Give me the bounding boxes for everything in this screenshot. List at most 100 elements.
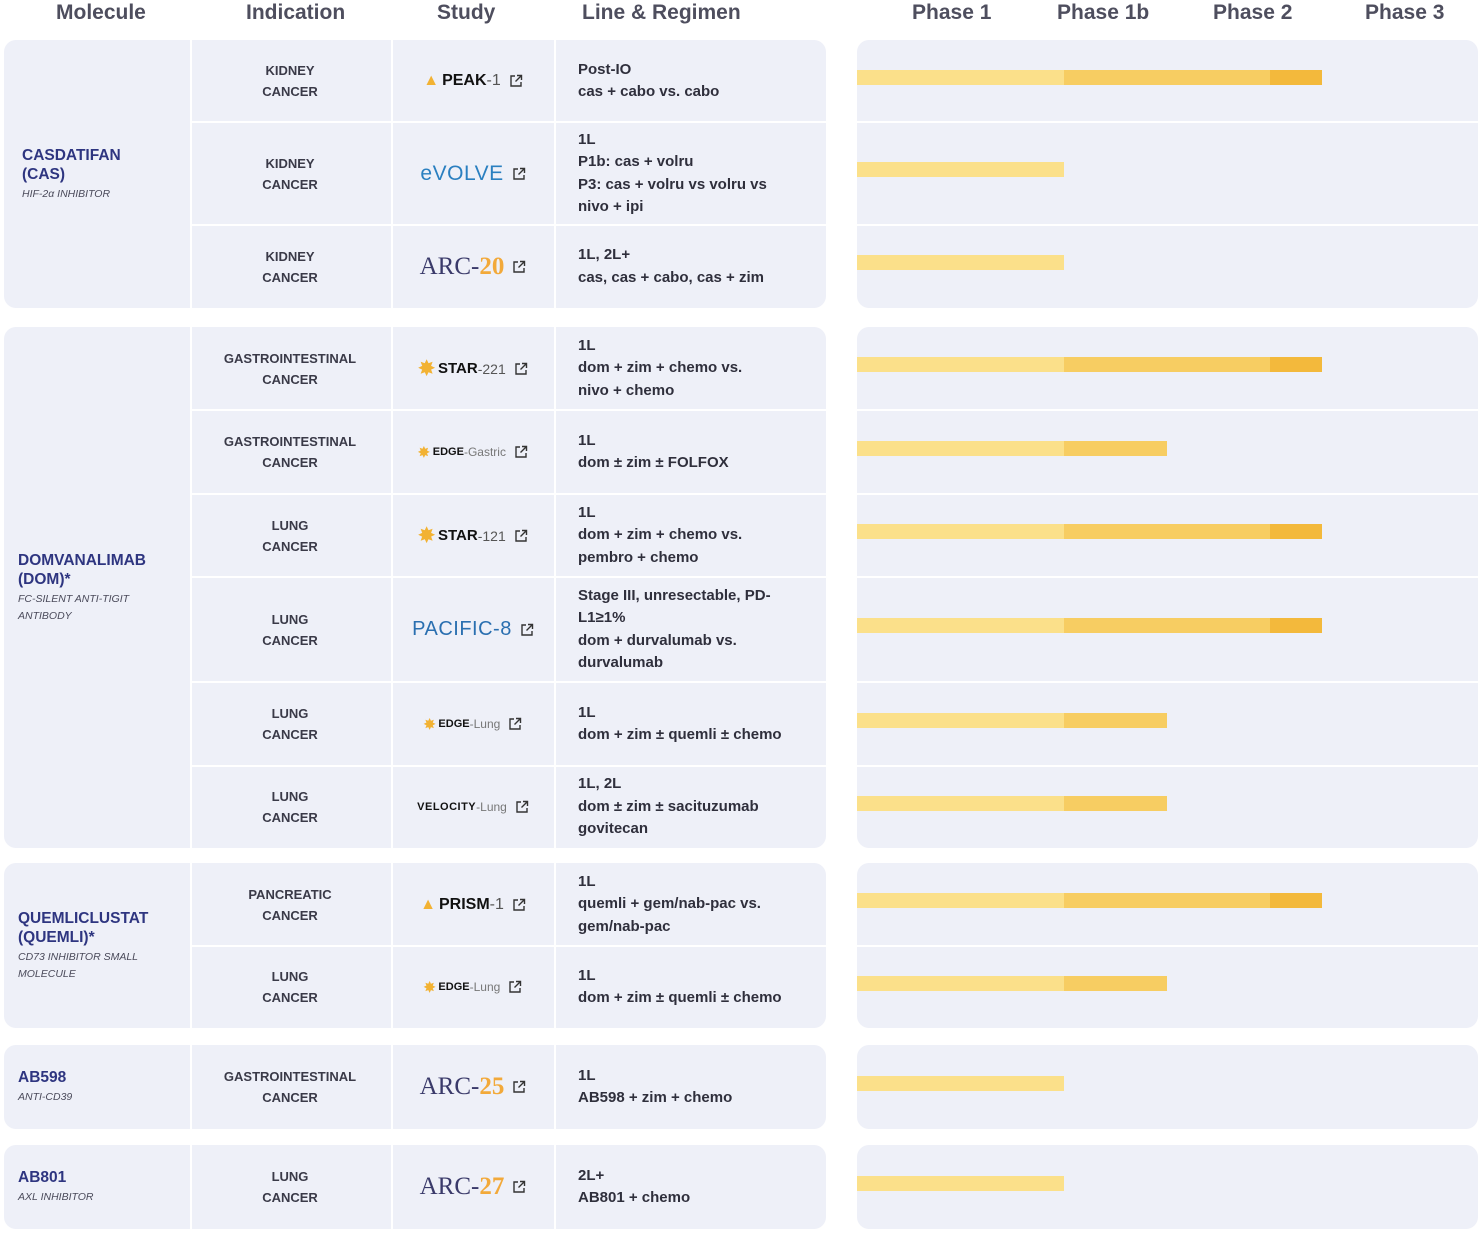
logo-num: -1 [486, 72, 501, 89]
external-link-icon[interactable] [512, 898, 526, 912]
bar-segment-phase-1 [857, 162, 1064, 177]
indication-line: CANCER [262, 907, 318, 923]
indication-cell: LUNG CANCER [190, 1166, 390, 1208]
logo-word: EDGE [438, 718, 470, 730]
external-link-icon[interactable] [512, 1180, 526, 1194]
bar-segment-phase-1 [857, 893, 1064, 908]
external-link-icon[interactable] [515, 800, 529, 814]
study-logo[interactable]: eVOLVEeVOLVE [420, 162, 503, 186]
column-divider [554, 1145, 556, 1229]
indication-line: LUNG [271, 706, 309, 721]
molecule-description-line: MOLECULE [18, 967, 76, 980]
header-molecule: Molecule [56, 1, 146, 24]
line-regimen-cell: 1L P1b: cas + volru P3: cas + volru vs vol… [578, 129, 818, 219]
study-logo[interactable]: ✸EDGE-LungEDGE-Lung [424, 716, 501, 733]
bar-segment-phase-1b [1064, 69, 1270, 85]
study-logo[interactable]: ▲PRISM-1PRISM-1 [420, 896, 504, 914]
study-cell: ✸STAR-121STAR-121 [393, 494, 553, 577]
external-link-icon[interactable] [514, 362, 528, 376]
molecule-description-line: ANTIBODY [18, 609, 72, 622]
line-regimen-text: P3: cas + volru vs volru vs [578, 175, 767, 193]
study-cell: ✸STAR-221STAR-221 [393, 327, 553, 410]
study-logo[interactable]: ▲PEAK-1PEAK-1 [423, 72, 501, 90]
header-phase-3: Phase 3 [1365, 1, 1445, 24]
indication-line: CANCER [262, 538, 318, 554]
study-logo[interactable]: PACIFIC-8PACIFIC-8 [412, 618, 512, 641]
row-divider [190, 945, 826, 947]
external-link-icon[interactable] [512, 260, 526, 274]
column-divider [190, 327, 192, 848]
line-regimen-text: 1L [578, 336, 596, 354]
row-divider [190, 409, 826, 411]
line-regimen-cell: Post-IO cas + cabo vs. cabo [578, 59, 818, 104]
study-logo[interactable]: VELOCITY-LungVELOCITY-Lung [417, 800, 507, 814]
line-regimen-text: L1≥1% [578, 609, 626, 626]
study-logo[interactable]: ARC-27ARC-27 [420, 1173, 505, 1201]
line-regimen-text: pembro + chemo [578, 548, 699, 566]
bar-segment-phase-1b [1064, 524, 1270, 539]
study-logo[interactable]: ARC-25ARC-25 [420, 1073, 505, 1101]
indication-cell: GASTROINTESTINAL CANCER [190, 348, 390, 390]
external-link-icon[interactable] [508, 980, 522, 994]
peak-icon: ▲ [423, 72, 440, 89]
indication-line: CANCER [262, 990, 318, 1005]
study-logo[interactable]: ✸STAR-221STAR-221 [418, 356, 506, 381]
molecule-description-line: AXL INHIBITOR [18, 1191, 94, 1203]
molecule-name-line: (DOM)* [18, 570, 71, 588]
molecule-description: FC-SILENT ANTI-TIGIT ANTIBODY [18, 591, 146, 625]
molecule-description-line: CD73 INHIBITOR SMALL [18, 950, 139, 963]
study-cell: ▲PRISM-1PRISM-1 [393, 863, 553, 946]
study-logo[interactable]: ✸EDGE-LungEDGE-Lung [424, 979, 501, 996]
bar-segment-phase-1 [857, 357, 1064, 372]
bar-segment-phase-1 [857, 712, 1064, 728]
external-link-icon[interactable] [509, 74, 523, 88]
study-logo[interactable]: ✸EDGE-GastricEDGE-Gastric [418, 444, 506, 461]
sunburst-icon: ✸ [423, 978, 436, 995]
indication-line: CANCER [262, 455, 318, 470]
line-regimen-text: dom + zim + chemo vs. [578, 359, 743, 377]
study-cell: eVOLVEeVOLVE [393, 122, 553, 225]
molecule-group-card [4, 327, 826, 848]
logo-word: VELOCITY [417, 801, 477, 813]
header-phase-1b: Phase 1b [1057, 1, 1150, 24]
line-regimen-text: 2L+ [578, 1166, 605, 1184]
molecule-name-line: CASDATIFAN [22, 146, 121, 164]
logo-num: -121 [477, 527, 506, 544]
bar-segment-phase-1 [857, 69, 1064, 85]
header-line-regimen: Line & Regimen [582, 1, 741, 24]
peak-icon: ▲ [420, 895, 436, 913]
study-cell: ✸EDGE-LungEDGE-Lung [393, 682, 553, 766]
external-link-icon[interactable] [512, 1080, 526, 1094]
external-link-icon[interactable] [508, 717, 522, 731]
molecule-name-line: (QUEMLI)* [18, 928, 95, 946]
indication-line: KIDNEY [265, 248, 315, 264]
line-regimen-text: govitecan [578, 820, 649, 838]
indication-line: CANCER [262, 84, 318, 99]
bar-segment-phase-1 [857, 1075, 1064, 1091]
external-link-icon[interactable] [512, 167, 526, 181]
column-divider [190, 40, 192, 308]
molecule-description: HIF-2α INHIBITOR [22, 186, 121, 203]
molecule-name-line: (CAS) [22, 165, 66, 183]
molecule-label: QUEMLICLUSTAT (QUEMLI)* CD73 INHIBITOR SMA… [18, 909, 148, 983]
line-regimen-text: gem/nab-pac [578, 917, 671, 935]
molecule-group-card [4, 1045, 826, 1129]
line-regimen-text: cas + cabo vs. cabo [578, 83, 720, 100]
study-logo[interactable]: ✸STAR-121STAR-121 [418, 523, 506, 548]
external-link-icon[interactable] [514, 529, 528, 543]
logo-word: STAR [438, 527, 478, 544]
indication-line: GASTROINTESTINAL [223, 1069, 357, 1084]
indication-line: KIDNEY [265, 155, 315, 171]
column-divider [391, 1145, 393, 1229]
line-regimen-text: 1L [578, 130, 596, 148]
bar-segment-phase-1 [857, 975, 1064, 991]
line-regimen-cell: 1L quemli + gem/nab-pac vs. gem/nab-pac [578, 871, 818, 939]
line-regimen-text: dom ± zim ± FOLFOX [578, 454, 729, 471]
external-link-icon[interactable] [514, 445, 528, 459]
bar-segment-phase-1b [1064, 440, 1167, 456]
study-logo[interactable]: ARC-20ARC-20 [420, 253, 505, 281]
row-divider [857, 121, 1478, 123]
external-link-icon[interactable] [520, 623, 534, 637]
line-regimen-text: 1L [578, 703, 596, 721]
phase-chart-card [857, 327, 1478, 848]
